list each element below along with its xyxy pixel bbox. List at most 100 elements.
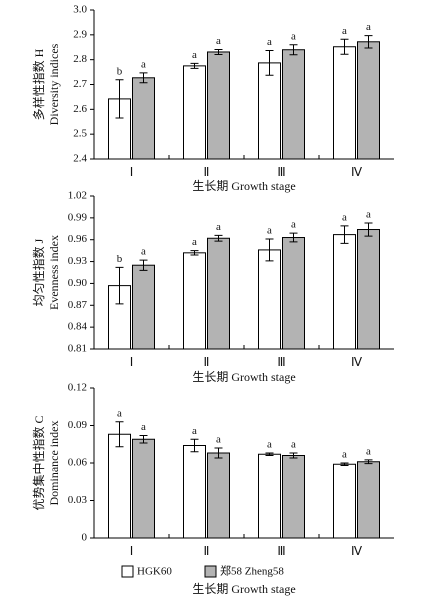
x-tick-label: Ⅱ (204, 544, 210, 558)
y-tick-label: 1.02 (68, 190, 87, 202)
y-tick-label: 3.0 (73, 4, 87, 16)
x-tick-label: Ⅲ (277, 165, 285, 179)
y-tick-label: 0.90 (68, 277, 88, 289)
error-bar (289, 44, 298, 56)
bar (132, 438, 155, 539)
y-tick-label: 0.96 (68, 233, 88, 245)
significance-label: a (267, 36, 272, 48)
significance-label: a (141, 58, 146, 70)
bar (258, 453, 281, 539)
bar (183, 252, 206, 350)
significance-label: a (141, 246, 146, 258)
y-tick-label: 2.7 (73, 78, 87, 90)
significance-label: a (342, 211, 347, 223)
legend-swatch (204, 565, 217, 578)
significance-label: a (216, 434, 221, 446)
x-tick-label: Ⅲ (277, 544, 285, 558)
x-axis-label: 生长期 Growth stage (192, 179, 295, 193)
x-tick-label: Ⅰ (130, 544, 134, 558)
significance-label: a (192, 49, 197, 61)
error-bar (364, 459, 373, 465)
x-tick-label: Ⅱ (204, 165, 210, 179)
bar (183, 65, 206, 160)
error-bar (364, 35, 373, 49)
significance-label: a (192, 236, 197, 248)
bar (207, 51, 230, 160)
significance-label: a (342, 449, 347, 461)
y-tick-label: 2.4 (73, 153, 87, 165)
x-tick-label: Ⅲ (277, 355, 285, 369)
y-axis-label: 多样性指数 H (31, 48, 46, 120)
bar (258, 249, 281, 350)
x-axis-label: 生长期 Growth stage (192, 370, 295, 384)
y-tick-label: 2.6 (73, 103, 87, 115)
bar (333, 463, 356, 539)
error-bar (214, 447, 223, 459)
bar (207, 452, 230, 539)
significance-label: a (366, 208, 371, 220)
error-bar (340, 38, 349, 55)
significance-label: a (291, 219, 296, 231)
significance-label: a (366, 445, 371, 457)
error-bar (340, 462, 349, 466)
x-tick-label: Ⅰ (130, 165, 134, 179)
error-bar (115, 421, 124, 448)
bar (183, 445, 206, 539)
x-tick-label: Ⅰ (130, 355, 134, 369)
significance-label: a (366, 21, 371, 33)
bar (333, 234, 356, 350)
x-tick-label: Ⅱ (204, 355, 210, 369)
bar (282, 237, 305, 350)
bar (132, 264, 155, 350)
error-bar (115, 266, 124, 305)
y-tick-label: 0.99 (68, 211, 88, 223)
error-bar (139, 259, 148, 271)
y-axis-label: 优势集中性指数 C (31, 415, 46, 510)
x-axis-label: 生长期 Growth stage (192, 582, 295, 596)
y-axis-label: 均匀性指数 J (31, 238, 46, 306)
error-bar (340, 225, 349, 244)
y-tick-label: 0.09 (68, 419, 88, 431)
y-tick-label: 0.84 (68, 321, 88, 333)
x-tick-label: Ⅳ (351, 165, 362, 179)
y-tick-label: 2.5 (73, 128, 87, 140)
error-bar (364, 222, 373, 237)
x-tick-label: Ⅳ (351, 355, 362, 369)
error-bar (139, 435, 148, 444)
bar (357, 229, 380, 350)
error-bar (214, 234, 223, 242)
error-bar (115, 79, 124, 119)
significance-label: a (267, 225, 272, 237)
legend-label: 郑58 Zheng58 (220, 564, 284, 578)
bar (333, 46, 356, 160)
bar (357, 461, 380, 539)
significance-label: a (291, 439, 296, 451)
error-bar (289, 452, 298, 459)
y-axis-label: Evenness index (47, 235, 61, 310)
y-tick-label: 0.87 (68, 299, 88, 311)
significance-label: a (117, 407, 122, 419)
bar (258, 62, 281, 160)
legend-swatch (121, 565, 134, 578)
legend-label: HGK60 (137, 566, 172, 578)
y-tick-label: 2.8 (73, 53, 87, 65)
bar (108, 433, 131, 539)
y-tick-label: 0.81 (68, 343, 87, 355)
significance-label: a (216, 221, 221, 233)
error-bar (139, 72, 148, 84)
error-bar (190, 62, 199, 69)
bar (132, 77, 155, 160)
y-axis-label: Diversity indices (47, 43, 61, 125)
significance-label: a (342, 25, 347, 37)
y-tick-label: 0.06 (68, 457, 88, 469)
bar (207, 237, 230, 350)
significance-label: a (192, 425, 197, 437)
bar (357, 41, 380, 160)
y-tick-label: 0 (82, 532, 88, 544)
significance-label: a (141, 421, 146, 433)
error-bar (190, 438, 199, 453)
error-bar (214, 48, 223, 55)
bar (282, 455, 305, 539)
error-bar (265, 238, 274, 262)
